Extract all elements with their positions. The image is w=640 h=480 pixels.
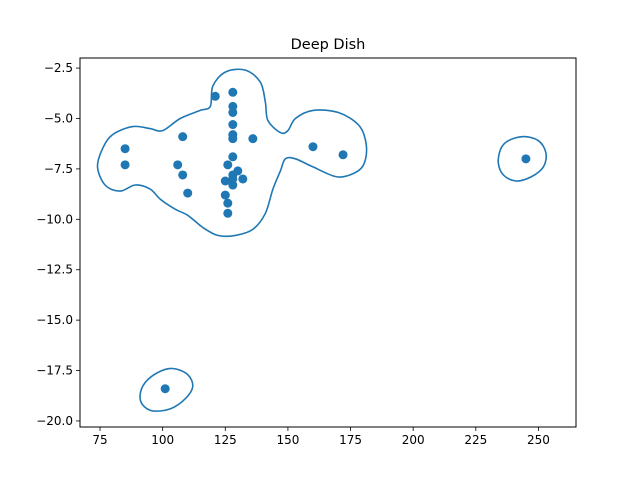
scatter-point — [220, 190, 230, 200]
scatter-point — [228, 120, 238, 130]
scatter-point — [120, 160, 130, 170]
x-axis: 75 100 125 150 175 200 225 250 — [92, 427, 550, 447]
x-tick-label: 150 — [276, 433, 299, 447]
density-contour — [96, 68, 368, 238]
scatter-point — [120, 144, 130, 154]
scatter-point — [183, 188, 193, 198]
scatter-point — [178, 170, 188, 180]
scatter-point — [223, 160, 233, 170]
scatter-point — [238, 174, 248, 184]
chart-title: Deep Dish — [291, 37, 366, 53]
scatter-point — [521, 154, 531, 164]
y-axis: −2.5 −5.0 −7.5 −10.0 −12.5 −15.0 −17.5 −20.0 — [36, 61, 80, 428]
y-tick-label: −17.5 — [36, 364, 73, 378]
scatter-point — [223, 208, 233, 218]
scatter-point — [228, 152, 238, 162]
scatter-point — [228, 107, 238, 117]
x-tick-label: 200 — [402, 433, 425, 447]
plot-area — [79, 57, 577, 428]
scatter-point — [228, 180, 238, 190]
y-tick-label: −2.5 — [44, 61, 73, 75]
scatter-point — [160, 384, 170, 394]
y-tick-label: −12.5 — [36, 263, 73, 277]
y-tick-label: −5.0 — [44, 111, 73, 125]
y-tick-label: −10.0 — [36, 212, 73, 226]
density-contours — [96, 68, 548, 412]
scatter-point — [228, 87, 238, 97]
density-contour — [139, 367, 194, 412]
scatter-point — [248, 134, 258, 144]
x-tick-label: 75 — [92, 433, 107, 447]
x-tick-label: 100 — [151, 433, 174, 447]
density-contour — [497, 135, 548, 182]
x-tick-label: 125 — [214, 433, 237, 447]
scatter-point — [223, 198, 233, 208]
y-tick-label: −15.0 — [36, 313, 73, 327]
y-tick-label: −7.5 — [44, 162, 73, 176]
scatter-point — [308, 142, 318, 152]
scatter-point — [338, 150, 348, 160]
x-tick-label: 250 — [527, 433, 550, 447]
scatter-point — [173, 160, 183, 170]
x-tick-label: 225 — [464, 433, 487, 447]
x-tick-label: 175 — [339, 433, 362, 447]
scatter-points — [120, 87, 531, 394]
y-tick-label: −20.0 — [36, 414, 73, 428]
scatter-point — [178, 132, 188, 142]
scatter-point — [228, 134, 238, 144]
scatter-point — [220, 176, 230, 186]
scatter-point — [210, 91, 220, 101]
